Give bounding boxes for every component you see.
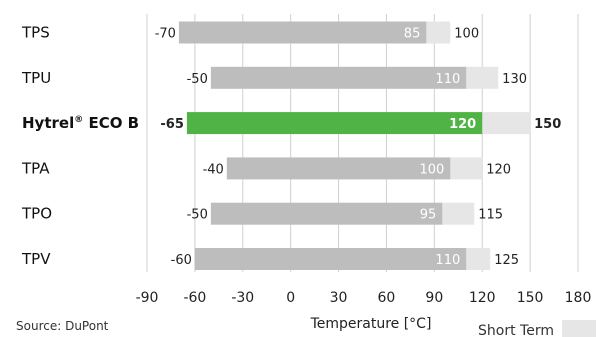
long-term-max-label: 100 xyxy=(419,162,444,177)
short-term-bar xyxy=(426,21,451,44)
legend-swatch-short-term xyxy=(562,320,596,337)
short-term-bar xyxy=(442,202,475,225)
long-term-max-label: 95 xyxy=(420,208,437,223)
short-term-max-label: 120 xyxy=(486,162,511,177)
min-value-label: -50 xyxy=(187,208,208,223)
range-bar xyxy=(178,21,427,44)
category-label: TPA xyxy=(21,159,50,177)
short-term-max-label: 115 xyxy=(478,208,503,223)
short-term-bar xyxy=(466,66,499,89)
category-label: TPV xyxy=(21,250,51,268)
short-term-max-label: 125 xyxy=(494,253,519,268)
x-tick-label: 30 xyxy=(330,290,348,306)
x-tick-label: -60 xyxy=(183,290,206,306)
min-value-label: -50 xyxy=(187,72,208,87)
grid-lines xyxy=(146,14,579,272)
x-tick-label: 90 xyxy=(425,290,443,306)
category-label: TPO xyxy=(21,205,52,223)
short-term-bar xyxy=(482,112,531,135)
short-term-bar xyxy=(450,157,483,180)
range-bar xyxy=(210,66,467,89)
min-value-label: -40 xyxy=(203,162,224,177)
category-label: Hytrel® ECO B xyxy=(22,114,139,132)
source-note: Source: DuPont xyxy=(16,319,109,333)
min-value-label: -60 xyxy=(171,253,192,268)
bars-group xyxy=(178,21,531,270)
range-bar xyxy=(194,248,467,270)
short-term-max-label: 130 xyxy=(502,72,527,87)
x-tick-label: -30 xyxy=(231,290,254,306)
x-axis: -90 -60 -30 0 30 60 90 120 150 180 xyxy=(136,290,592,306)
min-value-label: -65 xyxy=(160,117,184,132)
x-tick-label: 120 xyxy=(469,290,496,306)
long-term-max-label: 120 xyxy=(449,117,476,132)
legend: Short Term xyxy=(478,320,596,337)
short-term-bar xyxy=(466,248,491,270)
x-tick-label: 60 xyxy=(378,290,396,306)
range-bar xyxy=(226,157,451,180)
long-term-max-label: 85 xyxy=(404,27,421,42)
min-value-label: -70 xyxy=(155,27,176,42)
x-tick-label: 0 xyxy=(286,290,295,306)
labels-group: TPS -70 85 100 TPU -50 110 130 Hytrel® ECO B -65 1… xyxy=(21,24,561,269)
x-tick-label: 150 xyxy=(517,290,544,306)
range-bar xyxy=(186,112,483,135)
short-term-max-label: 100 xyxy=(454,27,479,42)
x-tick-label: 180 xyxy=(565,290,592,306)
category-label: TPU xyxy=(21,69,51,87)
short-term-max-label: 150 xyxy=(534,117,561,132)
long-term-max-label: 110 xyxy=(435,72,460,87)
long-term-max-label: 110 xyxy=(435,253,460,268)
x-axis-label: Temperature [°C] xyxy=(310,316,432,332)
category-label: TPS xyxy=(21,24,50,42)
x-tick-label: -90 xyxy=(136,290,159,306)
legend-label-short-term: Short Term xyxy=(478,323,554,337)
range-bar xyxy=(210,202,443,225)
